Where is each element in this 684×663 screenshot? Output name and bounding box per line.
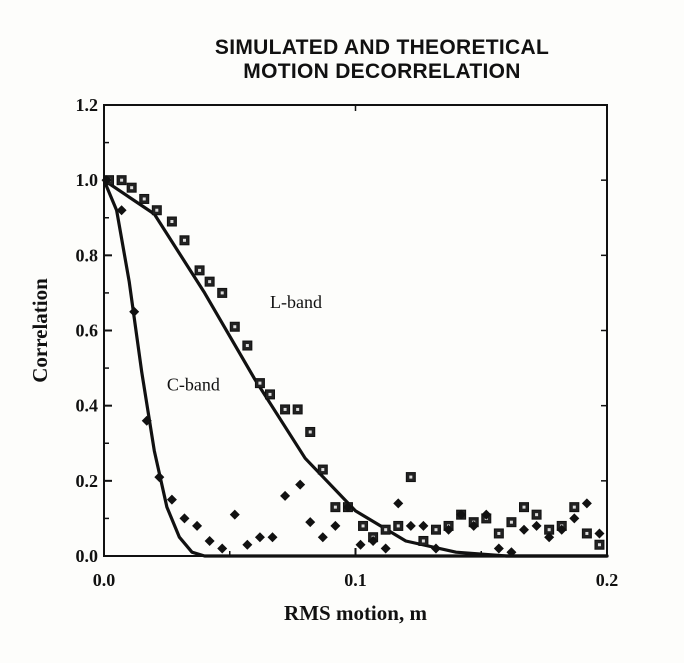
diamond-point	[418, 520, 429, 531]
square-point-center	[321, 468, 325, 472]
square-point-center	[220, 291, 224, 295]
chart-title-line-2: MOTION DECORRELATION	[243, 60, 521, 83]
diamond-point	[368, 535, 379, 546]
square-point-center	[497, 531, 501, 535]
diamond-point	[443, 524, 454, 535]
square-point-center	[233, 325, 237, 329]
square-point-center	[283, 407, 287, 411]
diamond-point	[217, 543, 228, 554]
diamond-point	[267, 532, 278, 543]
diamond-point	[166, 494, 177, 505]
y-tick-label: 0.6	[76, 321, 99, 341]
diamond-point	[179, 513, 190, 524]
square-point-center	[142, 197, 146, 201]
diamond-point	[594, 528, 605, 539]
square-point-center	[182, 238, 186, 242]
square-point-center	[245, 344, 249, 348]
square-point-center	[509, 520, 513, 524]
diamond-point	[116, 205, 127, 216]
square-point-center	[535, 513, 539, 517]
diamond-point	[493, 543, 504, 554]
diamond-point	[280, 490, 291, 501]
y-tick-label: 0.0	[76, 546, 99, 566]
theory-curve-2	[102, 178, 609, 558]
square-point-center	[155, 208, 159, 212]
square-point-center	[585, 531, 589, 535]
plot-frame	[103, 104, 608, 557]
square-point-center	[208, 280, 212, 284]
square-point-center	[361, 524, 365, 528]
diamond-point	[531, 520, 542, 531]
x-tick-label: 0.0	[93, 570, 116, 590]
diamond-point	[544, 532, 555, 543]
square-point-center	[308, 430, 312, 434]
square-point-center	[597, 543, 601, 547]
y-tick-label: 1.2	[76, 95, 99, 115]
square-point-center	[409, 475, 413, 479]
square-point-center	[130, 186, 134, 190]
square-point-center	[434, 528, 438, 532]
curve-label-0: L-band	[270, 292, 322, 312]
y-tick-label: 0.2	[76, 471, 99, 491]
diamond-point	[242, 539, 253, 550]
diamond-point	[355, 539, 366, 550]
square-point-center	[547, 528, 551, 532]
square-point-center	[120, 178, 124, 182]
y-tick-label: 0.4	[76, 396, 99, 416]
diamond-point	[192, 520, 203, 531]
diamond-point	[141, 415, 152, 426]
diamond-point	[569, 513, 580, 524]
square-point-center	[384, 528, 388, 532]
diamond-point	[342, 502, 353, 513]
curve-label-1: C-band	[167, 375, 220, 395]
diamond-point	[254, 532, 265, 543]
chart-title-line-1: SIMULATED AND THEORETICAL	[214, 36, 550, 59]
square-point-center	[396, 524, 400, 528]
diamond-point	[330, 520, 341, 531]
x-axis-label: RMS motion, m	[284, 601, 427, 625]
diamond-point	[430, 543, 441, 554]
diamond-point	[129, 306, 140, 317]
diamond-point	[556, 524, 567, 535]
diamond-point	[305, 517, 316, 528]
diamond-point	[481, 509, 492, 520]
diamond-point	[506, 547, 517, 558]
y-tick-label: 1.0	[76, 170, 99, 190]
square-point-center	[296, 407, 300, 411]
square-point-center	[421, 539, 425, 543]
diamond-point	[405, 520, 416, 531]
diamond-point	[456, 509, 467, 520]
diamond-point	[295, 479, 306, 490]
theory-curve-3	[102, 178, 609, 558]
diamond-point	[317, 532, 328, 543]
square-point-center	[572, 505, 576, 509]
square-point-center	[522, 505, 526, 509]
diamond-point	[468, 520, 479, 531]
y-axis-label: Correlation	[28, 278, 52, 383]
x-tick-label: 0.1	[344, 570, 367, 590]
diamond-point	[393, 498, 404, 509]
diamond-point	[581, 498, 592, 509]
diamond-point	[101, 175, 112, 186]
square-point-center	[198, 268, 202, 272]
y-tick-label: 0.8	[76, 245, 99, 265]
diamond-point	[519, 524, 530, 535]
diamond-point	[380, 543, 391, 554]
diamond-point	[204, 535, 215, 546]
diamond-point	[229, 509, 240, 520]
diamond-point	[154, 472, 165, 483]
square-point-center	[170, 220, 174, 224]
square-point-center	[333, 505, 337, 509]
x-tick-label: 0.2	[596, 570, 619, 590]
square-point-center	[268, 392, 272, 396]
square-point-center	[258, 381, 262, 385]
